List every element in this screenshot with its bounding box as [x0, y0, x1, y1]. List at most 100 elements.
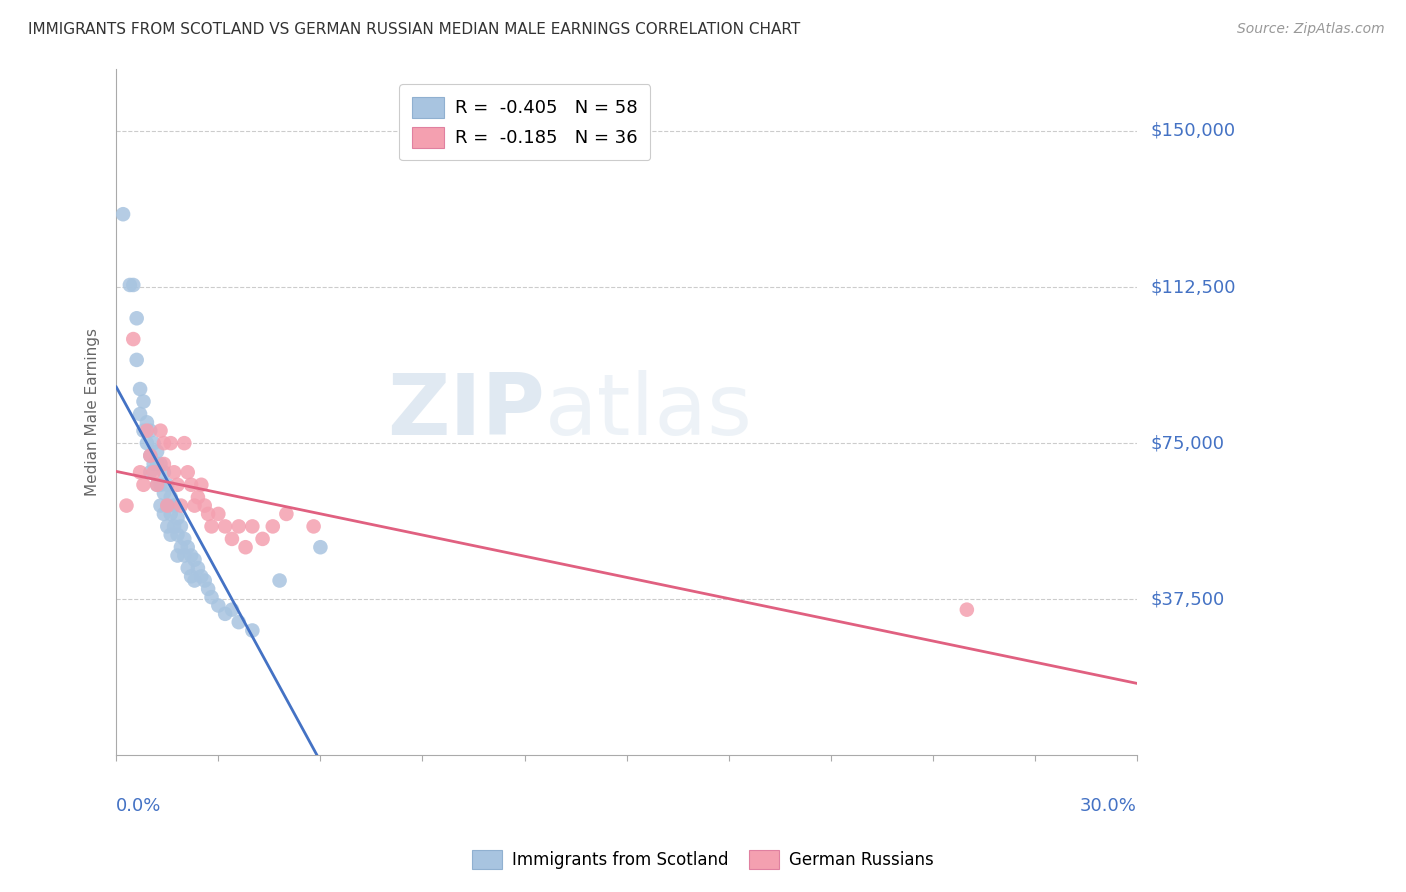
Text: $75,000: $75,000: [1152, 434, 1225, 452]
Point: [132, 477, 155, 491]
Point: [122, 332, 145, 346]
Point: [153, 486, 176, 500]
Point: [122, 277, 145, 292]
Point: [125, 311, 148, 326]
Point: [170, 540, 193, 554]
Point: [156, 477, 179, 491]
Y-axis label: Median Male Earnings: Median Male Earnings: [86, 328, 100, 496]
Text: $112,500: $112,500: [1152, 278, 1236, 296]
Point: [146, 477, 169, 491]
Point: [159, 507, 181, 521]
Legend: R =  -0.405   N = 58, R =  -0.185   N = 36: R = -0.405 N = 58, R = -0.185 N = 36: [399, 85, 650, 161]
Point: [156, 519, 179, 533]
Point: [166, 477, 188, 491]
Point: [173, 436, 195, 450]
Point: [190, 477, 212, 491]
Point: [142, 465, 165, 479]
Point: [149, 499, 172, 513]
Point: [149, 457, 172, 471]
Point: [146, 457, 169, 471]
Point: [180, 569, 202, 583]
Point: [240, 624, 263, 638]
Point: [166, 549, 188, 563]
Point: [153, 507, 176, 521]
Point: [139, 465, 162, 479]
Point: [200, 519, 222, 533]
Point: [112, 207, 135, 221]
Point: [276, 507, 298, 521]
Point: [149, 424, 172, 438]
Point: [142, 436, 165, 450]
Point: [156, 499, 179, 513]
Point: [302, 519, 325, 533]
Point: [956, 602, 979, 616]
Point: [149, 477, 172, 491]
Point: [190, 569, 212, 583]
Point: [207, 599, 229, 613]
Point: [170, 519, 193, 533]
Point: [139, 424, 162, 438]
Text: atlas: atlas: [546, 370, 754, 453]
Point: [183, 552, 205, 566]
Point: [214, 607, 236, 621]
Point: [159, 436, 181, 450]
Text: $150,000: $150,000: [1152, 122, 1236, 140]
Point: [183, 499, 205, 513]
Point: [197, 507, 219, 521]
Point: [115, 499, 138, 513]
Point: [194, 574, 217, 588]
Point: [132, 424, 155, 438]
Point: [235, 540, 257, 554]
Point: [166, 527, 188, 541]
Point: [135, 436, 157, 450]
Point: [177, 561, 200, 575]
Point: [163, 499, 186, 513]
Point: [129, 465, 152, 479]
Point: [153, 465, 176, 479]
Point: [187, 561, 209, 575]
Point: [132, 394, 155, 409]
Point: [135, 415, 157, 429]
Point: [180, 549, 202, 563]
Point: [118, 277, 141, 292]
Point: [214, 519, 236, 533]
Text: Source: ZipAtlas.com: Source: ZipAtlas.com: [1237, 22, 1385, 37]
Point: [269, 574, 291, 588]
Point: [252, 532, 274, 546]
Point: [142, 457, 165, 471]
Point: [194, 499, 217, 513]
Point: [153, 457, 176, 471]
Point: [183, 574, 205, 588]
Text: IMMIGRANTS FROM SCOTLAND VS GERMAN RUSSIAN MEDIAN MALE EARNINGS CORRELATION CHAR: IMMIGRANTS FROM SCOTLAND VS GERMAN RUSSI…: [28, 22, 800, 37]
Point: [129, 407, 152, 421]
Point: [197, 582, 219, 596]
Point: [159, 490, 181, 504]
Point: [228, 519, 250, 533]
Text: 0.0%: 0.0%: [117, 797, 162, 814]
Point: [180, 477, 202, 491]
Point: [135, 424, 157, 438]
Point: [228, 615, 250, 629]
Point: [173, 532, 195, 546]
Point: [187, 490, 209, 504]
Point: [153, 436, 176, 450]
Point: [309, 540, 332, 554]
Point: [163, 519, 186, 533]
Point: [221, 602, 243, 616]
Point: [200, 590, 222, 604]
Point: [177, 540, 200, 554]
Text: $37,500: $37,500: [1152, 591, 1225, 608]
Point: [177, 465, 200, 479]
Point: [166, 511, 188, 525]
Point: [139, 449, 162, 463]
Point: [129, 382, 152, 396]
Point: [125, 352, 148, 367]
Legend: Immigrants from Scotland, German Russians: Immigrants from Scotland, German Russian…: [463, 840, 943, 880]
Point: [221, 532, 243, 546]
Text: 30.0%: 30.0%: [1080, 797, 1137, 814]
Point: [139, 449, 162, 463]
Point: [163, 465, 186, 479]
Point: [156, 499, 179, 513]
Text: ZIP: ZIP: [387, 370, 546, 453]
Point: [159, 527, 181, 541]
